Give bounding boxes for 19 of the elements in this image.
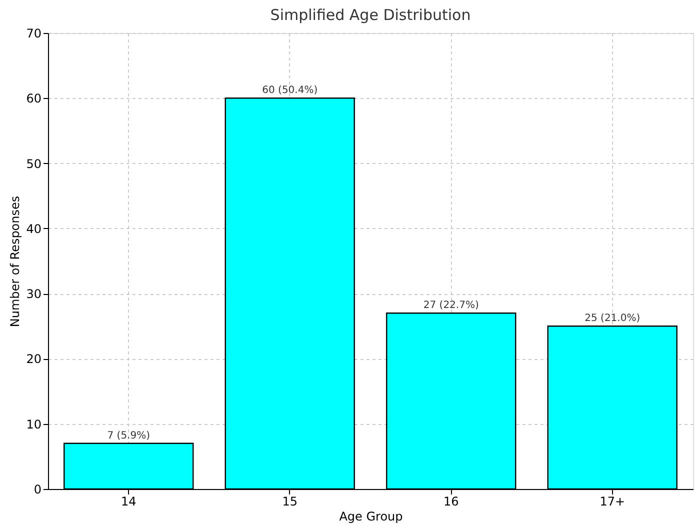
data-label: 60 (50.4%) <box>262 85 318 96</box>
y-axis-title: Number of Responses <box>8 196 22 328</box>
y-tick-label: 40 <box>26 222 42 236</box>
x-axis-title: Age Group <box>339 510 403 524</box>
x-tick-label: 16 <box>443 494 459 508</box>
x-tick-label: 15 <box>282 494 298 508</box>
y-tick-label: 70 <box>26 26 42 40</box>
y-tick-label: 0 <box>34 482 42 496</box>
y-tick-label: 30 <box>26 287 42 302</box>
x-tick-label: 17+ <box>600 494 626 508</box>
chart-title: Simplified Age Distribution <box>270 6 471 24</box>
data-label: 27 (22.7%) <box>423 300 479 312</box>
y-tick-label: 10 <box>26 417 42 432</box>
data-label: 25 (21.0%) <box>584 313 640 324</box>
x-tick-label: 14 <box>120 494 136 508</box>
y-tick-label: 50 <box>26 156 42 171</box>
data-label: 7 (5.9%) <box>107 430 150 442</box>
y-tick-label: 60 <box>26 92 42 106</box>
y-tick-label: 20 <box>26 352 42 366</box>
